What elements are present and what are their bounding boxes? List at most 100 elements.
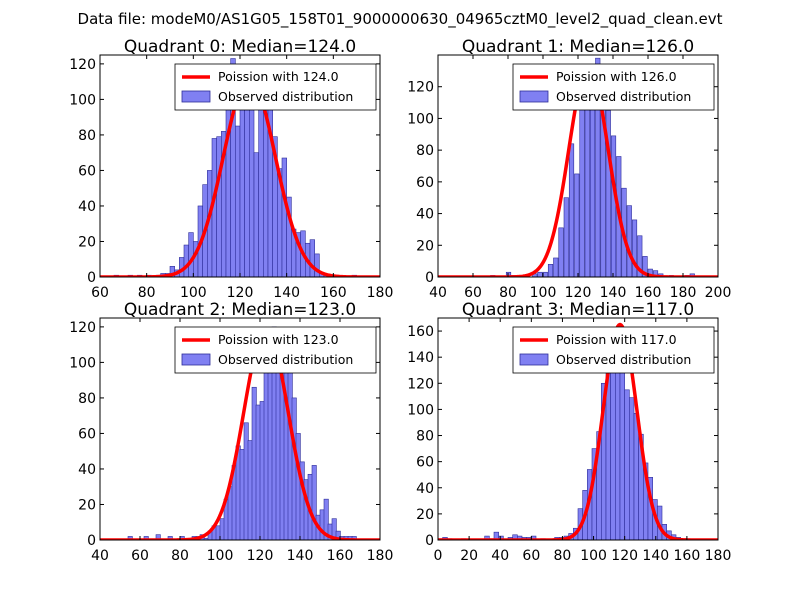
histogram-bar xyxy=(314,253,320,277)
x-tick-label: 120 xyxy=(247,548,274,564)
axes-frame xyxy=(437,317,719,541)
legend: Poission with 126.0 Observed distribution xyxy=(512,63,715,111)
y-tick-label: 100 xyxy=(69,92,96,108)
y-tick-label: 100 xyxy=(407,402,434,418)
x-tick-label: 100 xyxy=(580,548,607,564)
y-tick-label: 0 xyxy=(425,533,434,549)
histogram-bar xyxy=(281,157,287,277)
histogram-bar xyxy=(633,413,639,540)
histogram-bar xyxy=(558,227,564,277)
x-tick-label: 160 xyxy=(674,548,701,564)
x-tick-label: 120 xyxy=(227,285,254,301)
y-tick-label: 40 xyxy=(416,481,434,497)
y-tick-label: 120 xyxy=(69,320,96,336)
histogram-bar xyxy=(331,518,337,540)
panel-title: Quadrant 2: Median=123.0 xyxy=(124,300,356,320)
legend: Poission with 124.0 Observed distribution xyxy=(174,63,377,111)
x-tick-label: 60 xyxy=(131,548,149,564)
x-tick-label: 100 xyxy=(530,285,557,301)
x-tick-label: 60 xyxy=(522,548,540,564)
panel-title: Quadrant 0: Median=124.0 xyxy=(124,37,356,57)
histogram-bar xyxy=(631,219,638,277)
x-tick-label: 100 xyxy=(207,548,234,564)
x-tick-label: 160 xyxy=(327,548,354,564)
x-tick-label: 120 xyxy=(611,548,638,564)
histogram-bar xyxy=(637,235,643,277)
x-tick-label: 0 xyxy=(434,548,443,564)
y-tick-label: 40 xyxy=(78,462,96,478)
histogram-bar xyxy=(595,57,601,277)
legend-observed-label: Observed distribution xyxy=(218,89,353,104)
histogram-bar xyxy=(563,197,569,277)
y-tick-label: 120 xyxy=(407,80,434,96)
legend-poisson-label: Poission with 124.0 xyxy=(218,69,339,84)
quadrant-3-panel: 0 20 40 60 80 100 120 140 160 1800204060801001201… xyxy=(407,300,731,564)
histogram-bar xyxy=(258,106,264,277)
y-tick-label: 20 xyxy=(416,238,434,254)
legend-bar-swatch xyxy=(181,90,211,103)
histogram-bar xyxy=(652,270,659,277)
y-tick-label: 20 xyxy=(416,507,434,523)
y-tick-label: 20 xyxy=(78,234,96,250)
axes-frame xyxy=(99,317,381,541)
y-tick-label: 0 xyxy=(87,533,96,549)
legend-bar-swatch xyxy=(519,90,549,103)
histogram-bar xyxy=(183,244,189,277)
legend-poisson-label: Poission with 126.0 xyxy=(556,69,677,84)
y-tick-label: 140 xyxy=(407,350,434,366)
x-tick-label: 40 xyxy=(429,285,447,301)
x-tick-label: 20 xyxy=(460,548,478,564)
quadrant-2-panel: 40 60 80 100 120 140 160 180 0 20 40 60 80 100 120 Quad… xyxy=(69,300,393,564)
x-tick-label: 80 xyxy=(499,285,517,301)
histogram-bar xyxy=(584,95,590,277)
x-tick-label: 80 xyxy=(554,548,572,564)
histogram-bar xyxy=(547,264,554,277)
y-tick-label: 100 xyxy=(407,111,434,127)
x-tick-label: 40 xyxy=(491,548,509,564)
x-tick-label: 60 xyxy=(91,285,109,301)
histogram-bar xyxy=(498,535,504,540)
histogram-bar xyxy=(249,93,255,277)
y-tick-label: 0 xyxy=(87,270,96,286)
quadrant-0-panel: 60 80 100 120 140 160 180 0 20 40 60 80 100 120 Quadra… xyxy=(69,37,393,301)
histogram-bar xyxy=(309,239,315,277)
histogram-bar xyxy=(610,343,616,540)
x-tick-label: 140 xyxy=(273,285,300,301)
histogram-bar xyxy=(143,536,149,540)
y-tick-label: 120 xyxy=(407,376,434,392)
y-tick-label: 80 xyxy=(416,143,434,159)
x-tick-label: 100 xyxy=(180,285,207,301)
histogram-bar xyxy=(553,257,559,277)
legend-poisson-label: Poission with 123.0 xyxy=(218,332,339,347)
legend-bar-swatch xyxy=(519,353,549,366)
x-tick-label: 140 xyxy=(642,548,669,564)
histogram-bar xyxy=(579,100,585,277)
histogram-bar xyxy=(537,271,543,277)
x-tick-label: 180 xyxy=(367,548,394,564)
histogram-bar xyxy=(642,256,648,277)
histogram-bar xyxy=(624,389,630,540)
y-tick-label: 100 xyxy=(69,355,96,371)
histogram-bar xyxy=(253,152,259,277)
x-tick-label: 40 xyxy=(91,548,109,564)
legend-observed-label: Observed distribution xyxy=(218,352,353,367)
panel-title: Quadrant 3: Median=117.0 xyxy=(462,300,694,320)
histogram-bar xyxy=(629,397,635,540)
x-tick-label: 140 xyxy=(287,548,314,564)
y-tick-label: 80 xyxy=(416,429,434,445)
y-tick-label: 40 xyxy=(78,199,96,215)
y-tick-label: 40 xyxy=(416,207,434,223)
x-tick-label: 160 xyxy=(320,285,347,301)
poisson-curve xyxy=(100,326,380,540)
y-tick-label: 120 xyxy=(69,57,96,73)
histogram-bar xyxy=(235,125,241,277)
legend-observed-label: Observed distribution xyxy=(556,89,691,104)
x-tick-label: 60 xyxy=(464,285,482,301)
histogram-bars xyxy=(438,337,691,540)
histogram-bar xyxy=(127,536,133,540)
legend-observed-label: Observed distribution xyxy=(556,352,691,367)
y-tick-label: 0 xyxy=(425,270,434,286)
y-tick-label: 20 xyxy=(78,497,96,513)
panel-title: Quadrant 1: Median=126.0 xyxy=(462,37,694,57)
